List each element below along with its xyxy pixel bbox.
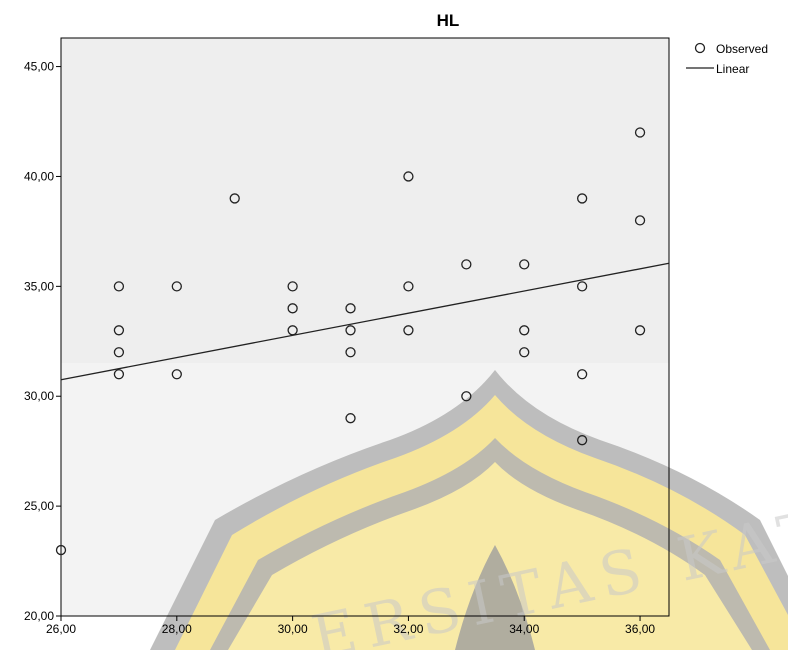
x-axis: 26,00 28,00 30,00 32,00 34,00 36,00 xyxy=(46,616,655,636)
y-tick-label: 25,00 xyxy=(24,499,54,513)
y-tick-label: 40,00 xyxy=(24,169,54,183)
y-axis: 20,00 25,00 30,00 35,00 40,00 45,00 xyxy=(24,60,61,623)
observed-points xyxy=(55,127,646,556)
observed-point xyxy=(576,193,588,204)
legend-observed-label: Observed xyxy=(716,42,768,56)
observed-point xyxy=(345,347,356,358)
observed-point xyxy=(576,435,588,446)
plot-frame xyxy=(60,37,670,617)
y-tick-label: 20,00 xyxy=(24,609,54,623)
observed-point xyxy=(576,281,588,292)
observed-point xyxy=(345,303,356,314)
observed-point xyxy=(113,369,125,380)
legend-observed-marker xyxy=(694,42,706,54)
observed-point xyxy=(461,391,472,402)
observed-point xyxy=(519,259,530,270)
observed-point xyxy=(461,259,472,270)
observed-point xyxy=(634,325,646,336)
x-tick-label: 32,00 xyxy=(393,622,423,636)
x-tick-label: 34,00 xyxy=(509,622,539,636)
observed-point xyxy=(171,369,182,380)
observed-point xyxy=(113,347,125,358)
legend-linear-label: Linear xyxy=(716,62,749,76)
observed-point xyxy=(519,325,530,336)
y-tick-label: 30,00 xyxy=(24,389,54,403)
linear-fit-line xyxy=(60,262,670,381)
observed-point xyxy=(345,325,356,336)
observed-point xyxy=(519,347,530,358)
x-tick-label: 26,00 xyxy=(46,622,76,636)
observed-point xyxy=(171,281,182,292)
observed-point xyxy=(113,281,125,292)
x-tick-label: 28,00 xyxy=(162,622,192,636)
observed-point xyxy=(287,281,298,292)
observed-point xyxy=(403,281,414,292)
observed-point xyxy=(113,325,125,336)
chart-title: HL xyxy=(437,11,460,30)
x-tick-label: 36,00 xyxy=(625,622,655,636)
observed-point xyxy=(229,193,240,204)
x-tick-label: 30,00 xyxy=(278,622,308,636)
observed-point xyxy=(403,171,414,182)
linear-fit xyxy=(60,262,670,381)
legend: Observed Linear xyxy=(686,42,768,76)
observed-point xyxy=(576,369,588,380)
observed-point xyxy=(287,303,298,314)
observed-point xyxy=(403,325,414,336)
observed-point xyxy=(634,127,646,138)
watermark-center xyxy=(455,545,535,650)
y-tick-label: 35,00 xyxy=(24,279,54,293)
observed-point xyxy=(55,544,67,556)
observed-point xyxy=(634,215,646,226)
y-tick-label: 45,00 xyxy=(24,60,54,74)
watermark-emblem: ERSITAS KATO xyxy=(150,370,788,650)
observed-point xyxy=(345,413,356,424)
